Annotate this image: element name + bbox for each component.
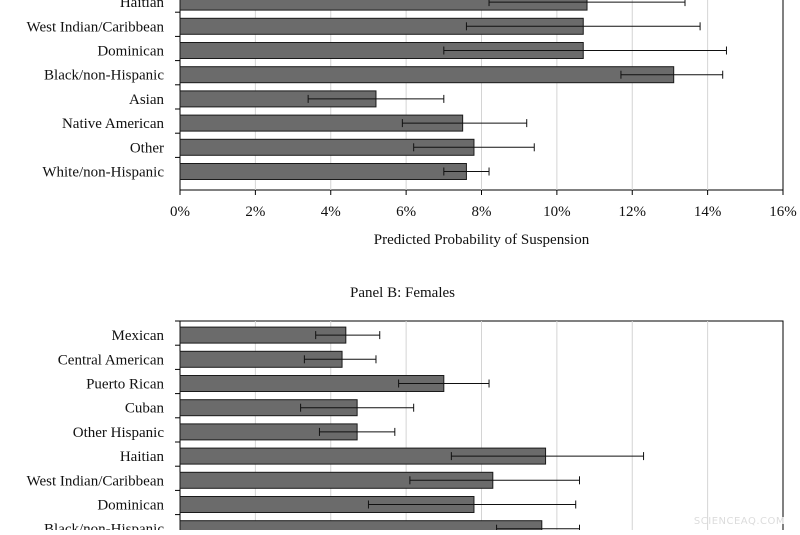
panel-b: Panel B: Females Mexican Central American P…	[27, 285, 784, 535]
category-label: Haitian	[120, 449, 165, 465]
x-tick-label: 2%	[245, 204, 265, 220]
watermark-text: SCIENCEAQ.COM	[694, 516, 785, 527]
category-label: Black/non-Hispanic	[44, 522, 164, 530]
x-tick-label: 8%	[472, 204, 492, 220]
panel-a: Haitian West Indian/Caribbean Dominican Bla…	[27, 0, 797, 248]
bar	[179, 163, 467, 180]
x-tick-label: 6%	[396, 204, 416, 220]
category-label: Puerto Rican	[86, 377, 164, 393]
category-label: West Indian/Caribbean	[27, 473, 165, 489]
category-label: Mexican	[112, 328, 165, 344]
bar	[179, 520, 543, 535]
x-tick-label: 10%	[543, 204, 571, 220]
category-label: West Indian/Caribbean	[27, 19, 165, 35]
bar	[179, 0, 588, 11]
category-label: White/non-Hispanic	[42, 165, 164, 181]
x-tick-label: 14%	[694, 204, 722, 220]
category-label: Other	[130, 140, 164, 156]
category-label: Dominican	[97, 498, 164, 514]
x-axis-title: Predicted Probability of Suspension	[374, 232, 590, 248]
bar	[179, 66, 675, 84]
category-label: Black/non-Hispanic	[44, 68, 164, 84]
category-label: Dominican	[97, 44, 164, 60]
category-label: Central American	[58, 352, 165, 368]
x-tick-label: 0%	[170, 204, 190, 220]
category-label: Native American	[62, 116, 165, 132]
x-tick-label: 16%	[769, 204, 797, 220]
panel-title: Panel B: Females	[350, 285, 455, 301]
x-tick-label: 12%	[619, 204, 647, 220]
category-label: Asian	[129, 92, 164, 108]
category-label: Haitian	[120, 0, 165, 11]
category-label: Cuban	[125, 401, 165, 417]
x-tick-label: 4%	[321, 204, 341, 220]
category-label: Other Hispanic	[73, 425, 165, 441]
